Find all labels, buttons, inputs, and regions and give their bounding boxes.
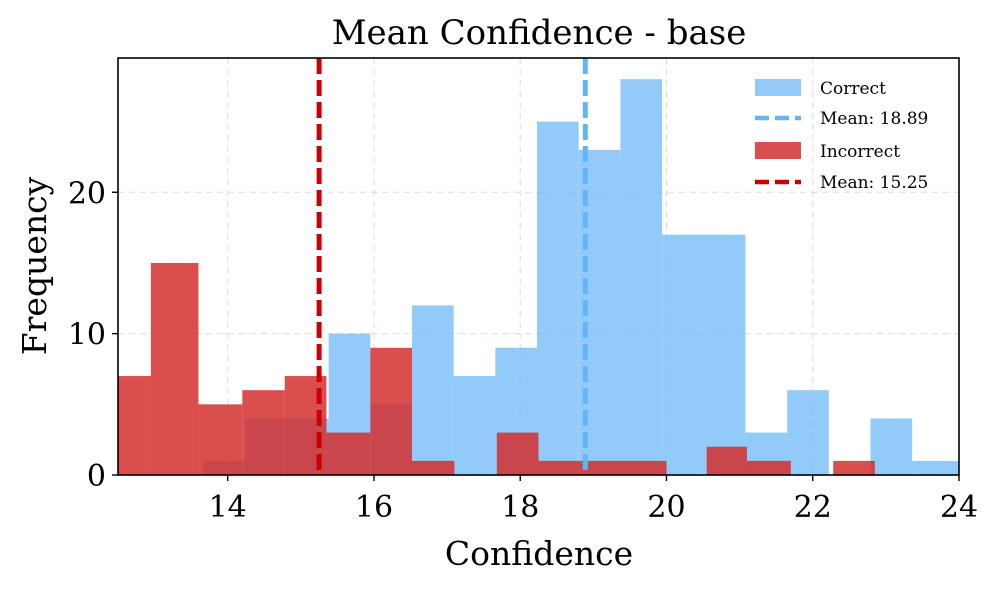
correct-bar xyxy=(870,418,913,475)
chart-title: Mean Confidence - base xyxy=(332,13,747,53)
incorrect-bar xyxy=(326,432,371,475)
legend-correct-swatch xyxy=(755,79,801,96)
x-tick-label: 22 xyxy=(794,490,832,525)
incorrect-bars xyxy=(118,262,875,475)
correct-bar xyxy=(453,376,496,475)
correct-bar xyxy=(537,121,579,475)
mean-lines xyxy=(316,58,588,475)
x-axis-ticks: 14 16 18 20 22 24 xyxy=(209,475,978,525)
plot-frame xyxy=(117,57,960,476)
legend-incorrect-swatch xyxy=(755,142,801,159)
incorrect-bar xyxy=(580,460,667,475)
incorrect-bar xyxy=(746,460,791,475)
correct-bar xyxy=(620,79,663,475)
incorrect-bar xyxy=(118,376,151,475)
incorrect-bar xyxy=(706,446,747,475)
y-axis-label: Frequency xyxy=(15,176,54,355)
incorrect-bar xyxy=(198,404,243,475)
y-tick-label: 10 xyxy=(68,318,106,353)
correct-bar xyxy=(703,234,746,475)
x-tick-label: 14 xyxy=(209,490,247,525)
incorrect-bar xyxy=(496,432,539,475)
y-tick-label: 0 xyxy=(87,459,106,494)
y-tick-label: 20 xyxy=(68,176,106,211)
x-tick-label: 24 xyxy=(940,490,978,525)
correct-bar xyxy=(411,305,454,475)
x-tick-label: 20 xyxy=(647,490,685,525)
legend-correct-label: Correct xyxy=(820,79,886,99)
incorrect-bar xyxy=(411,460,455,475)
legend-incorrect-label: Incorrect xyxy=(820,142,900,162)
incorrect-bar xyxy=(150,262,199,475)
incorrect-bar xyxy=(538,460,581,475)
x-tick-label: 16 xyxy=(355,490,393,525)
correct-bar xyxy=(912,460,959,475)
correct-bar xyxy=(787,390,829,475)
legend-correct-mean-label: Mean: 18.89 xyxy=(820,109,928,129)
incorrect-bar xyxy=(833,460,875,475)
incorrect-bar xyxy=(370,347,412,475)
incorrect-bar xyxy=(242,390,285,475)
y-axis-ticks: 0 10 20 xyxy=(68,176,118,494)
x-tick-label: 18 xyxy=(501,490,539,525)
legend: Correct Mean: 18.89 Incorrect Mean: 15.2… xyxy=(755,79,928,193)
correct-bar xyxy=(662,234,704,475)
legend-incorrect-mean-label: Mean: 15.25 xyxy=(820,173,928,193)
x-axis-label: Confidence xyxy=(445,534,633,573)
